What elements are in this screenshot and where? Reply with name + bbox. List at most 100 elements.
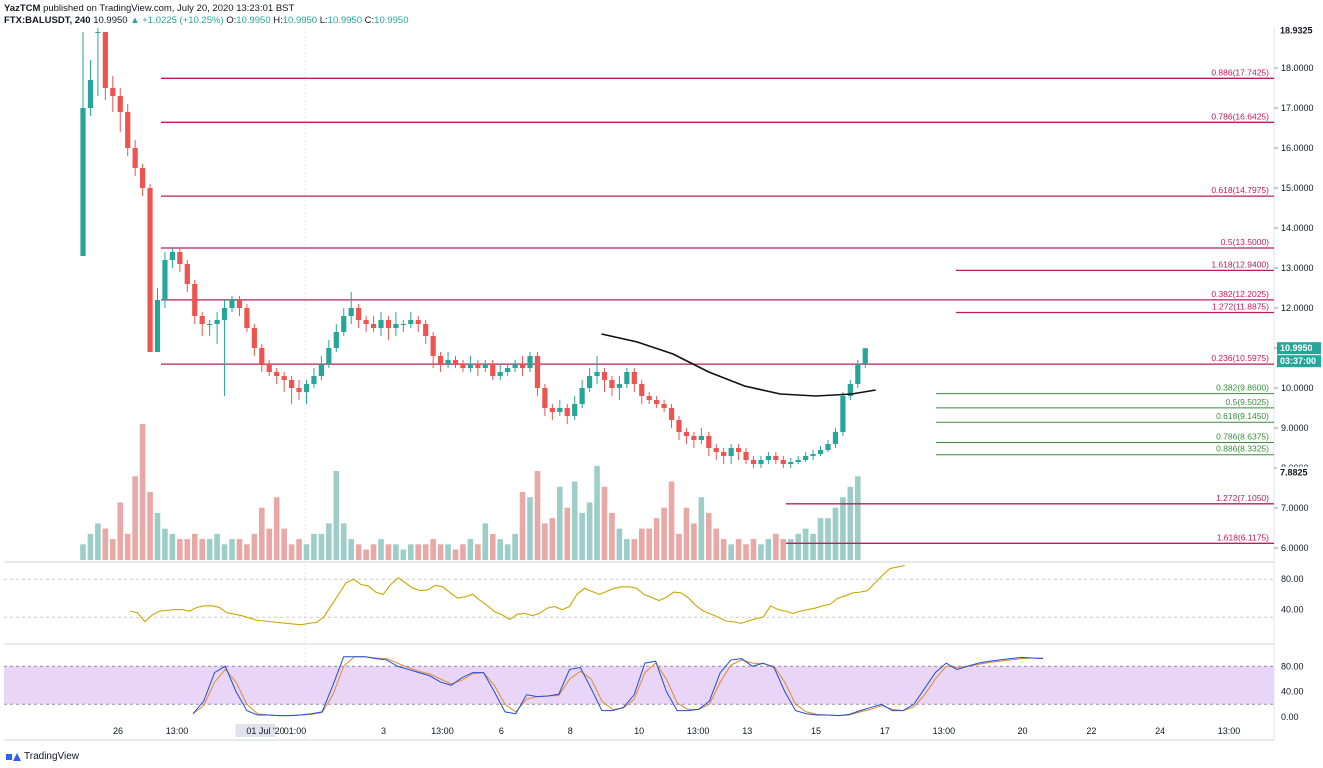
candle-body bbox=[341, 316, 347, 332]
volume-bar bbox=[475, 544, 481, 560]
tradingview-brand: TradingView bbox=[24, 751, 80, 762]
rsi-line bbox=[129, 564, 905, 626]
volume-bar bbox=[616, 528, 623, 560]
candle-body bbox=[721, 452, 727, 456]
volume-bar bbox=[765, 539, 772, 560]
candle-body bbox=[817, 450, 824, 454]
volume-bar bbox=[609, 512, 615, 560]
fib-level-label: 1.618(12.9400) bbox=[1211, 259, 1269, 269]
volume-bar bbox=[631, 539, 638, 560]
price-axis-badge-label: 7.8825 bbox=[1280, 468, 1308, 478]
price-axis-badge bbox=[1277, 342, 1321, 355]
volume-bar bbox=[430, 539, 436, 560]
volume-bar bbox=[281, 528, 287, 560]
candle-body bbox=[162, 260, 168, 300]
volume-bar bbox=[728, 544, 734, 560]
time-axis-label: 01:00 bbox=[284, 726, 307, 736]
volume-bar bbox=[102, 528, 109, 560]
volume-bar bbox=[735, 539, 742, 560]
volume-bar bbox=[221, 544, 228, 560]
volume-bar bbox=[236, 539, 243, 560]
close-label: C: bbox=[364, 15, 375, 26]
tradingview-footer[interactable]: TradingView bbox=[6, 751, 79, 762]
candle-body bbox=[460, 364, 466, 368]
volume-bar bbox=[601, 486, 608, 560]
rsi-axis-tick-label: 40.00 bbox=[1281, 605, 1304, 615]
candle-body bbox=[147, 188, 153, 352]
volume-bar bbox=[720, 539, 727, 560]
moving-average-line bbox=[601, 333, 876, 397]
time-axis-label: 22 bbox=[1086, 726, 1096, 736]
candle-body bbox=[840, 396, 846, 432]
candle-body bbox=[750, 460, 757, 464]
volume-bar bbox=[169, 533, 176, 560]
candle-body bbox=[80, 108, 86, 256]
time-axis-label: 13:00 bbox=[166, 726, 189, 736]
volume-bar bbox=[571, 481, 578, 560]
volume-bar bbox=[393, 544, 399, 560]
volume-bar bbox=[408, 544, 414, 560]
candle-body bbox=[430, 336, 436, 356]
volume-bar bbox=[698, 497, 705, 560]
candle-body bbox=[654, 400, 660, 404]
date-cursor-badge bbox=[235, 724, 276, 737]
fib-level-label: 0.886(8.3325) bbox=[1216, 444, 1269, 454]
volume-bar bbox=[266, 528, 273, 560]
volume-bar bbox=[780, 539, 787, 560]
candle-body bbox=[378, 320, 384, 328]
stoch-axis-tick-label: 0.00 bbox=[1281, 712, 1299, 722]
time-axis-label: 13 bbox=[742, 726, 752, 736]
volume-bar bbox=[378, 539, 384, 560]
candle-body bbox=[609, 380, 615, 388]
candle-body bbox=[639, 384, 645, 396]
volume-bar bbox=[303, 544, 310, 560]
candle-body bbox=[452, 360, 459, 364]
stoch-k-line bbox=[192, 656, 1044, 717]
low-label: L: bbox=[319, 15, 328, 26]
fib-level-label: 1.272(11.8875) bbox=[1212, 302, 1269, 312]
candle-body bbox=[423, 324, 429, 336]
open-label: O: bbox=[226, 15, 237, 26]
candle-body bbox=[229, 300, 235, 308]
price-axis-badge bbox=[1277, 355, 1321, 368]
volume-bar bbox=[333, 471, 340, 560]
candle-body bbox=[780, 460, 786, 464]
time-axis-label: 10 bbox=[634, 726, 644, 736]
candle-body bbox=[356, 308, 362, 320]
volume-bar bbox=[370, 544, 377, 560]
volume-bar bbox=[452, 549, 459, 560]
volume-bar bbox=[638, 528, 645, 560]
publisher-line: YazTCM published on TradingView.com, Jul… bbox=[4, 3, 294, 14]
stoch-axis-tick-label: 40.00 bbox=[1281, 687, 1304, 697]
candle-body bbox=[482, 364, 488, 368]
volume-bar bbox=[191, 533, 198, 560]
candle-body bbox=[773, 456, 779, 460]
stoch-axis-tick-label: 80.00 bbox=[1281, 661, 1304, 671]
candle-body bbox=[221, 308, 228, 320]
candle-body bbox=[788, 462, 794, 464]
candle-body bbox=[616, 384, 622, 388]
volume-bar bbox=[259, 507, 265, 560]
volume-bar bbox=[683, 507, 690, 560]
fib-level-label: 0.886(17.7425) bbox=[1211, 67, 1269, 77]
volume-bar bbox=[795, 533, 801, 560]
fib-level-label: 0.5(9.5025) bbox=[1226, 397, 1270, 407]
time-axis-label: 24 bbox=[1155, 726, 1165, 736]
price-axis-tick-label: 10.0000 bbox=[1281, 383, 1314, 393]
candle-body bbox=[736, 448, 742, 452]
volume-bar bbox=[139, 424, 146, 560]
price-axis-tick-label: 15.0000 bbox=[1281, 183, 1314, 193]
volume-bar bbox=[311, 533, 317, 560]
publisher-name: YazTCM bbox=[4, 3, 41, 14]
candle-body bbox=[803, 456, 809, 460]
price-axis-badge-label: 10.9950 bbox=[1280, 343, 1313, 353]
volume-bar bbox=[706, 512, 712, 560]
fib-level-label: 0.5(13.5000) bbox=[1221, 237, 1269, 247]
candle-body bbox=[646, 396, 652, 400]
time-axis-label: 6 bbox=[499, 726, 504, 736]
volume-bar bbox=[124, 533, 131, 560]
volume-bar bbox=[810, 533, 816, 560]
volume-bar bbox=[594, 465, 600, 560]
volume-bar bbox=[787, 539, 794, 560]
